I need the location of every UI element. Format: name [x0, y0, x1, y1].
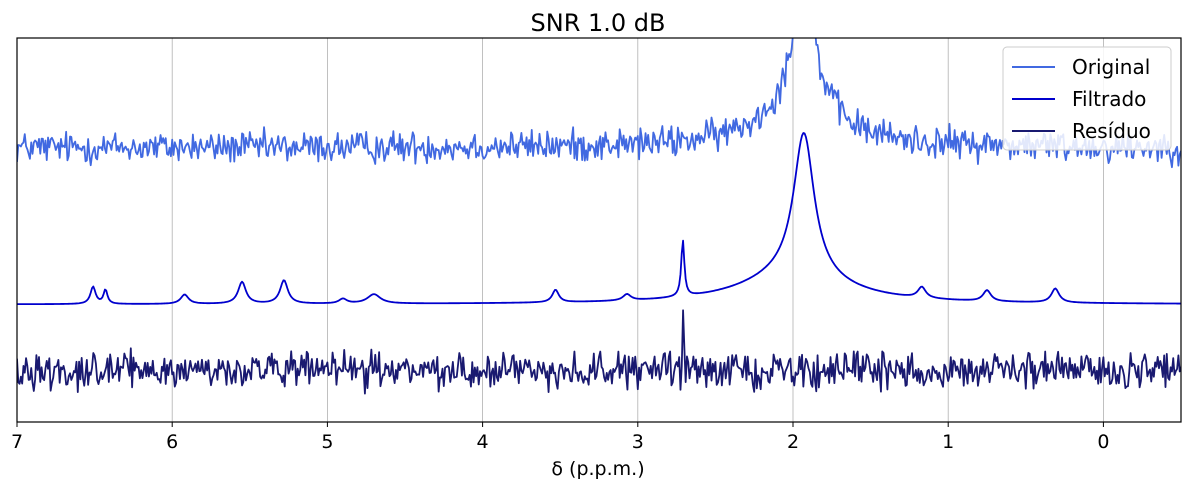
legend-label: Resíduo — [1072, 119, 1151, 143]
x-tick-label: 1 — [942, 431, 954, 453]
grid-lines — [16, 38, 1104, 422]
chart-title: SNR 1.0 dB — [531, 9, 666, 37]
legend-label: Filtrado — [1072, 87, 1146, 111]
legend: Original Filtrado Resíduo — [1002, 46, 1172, 151]
x-axis: 7 6 5 4 3 2 1 0 — [11, 422, 1109, 453]
legend-entry: Resíduo — [1012, 119, 1151, 143]
x-tick-label: 2 — [787, 431, 799, 453]
series-line-residuo — [17, 309, 1181, 395]
legend-entry: Filtrado — [1012, 87, 1146, 111]
x-tick-label: 6 — [166, 431, 178, 453]
x-axis-label: δ (p.p.m.) — [551, 458, 644, 480]
series-line-original — [17, 38, 1181, 169]
x-tick-label: 5 — [321, 431, 333, 453]
axes-frame — [16, 37, 1182, 423]
legend-label: Original — [1072, 55, 1150, 79]
x-tick-label: 7 — [11, 431, 23, 453]
x-tick-label: 0 — [1097, 431, 1109, 453]
x-tick-label: 3 — [632, 431, 644, 453]
plot-area — [17, 38, 1181, 395]
series-line-filtrado — [17, 132, 1181, 306]
legend-entry: Original — [1012, 55, 1150, 79]
x-tick-label: 4 — [477, 431, 489, 453]
legend-box — [1002, 46, 1172, 151]
